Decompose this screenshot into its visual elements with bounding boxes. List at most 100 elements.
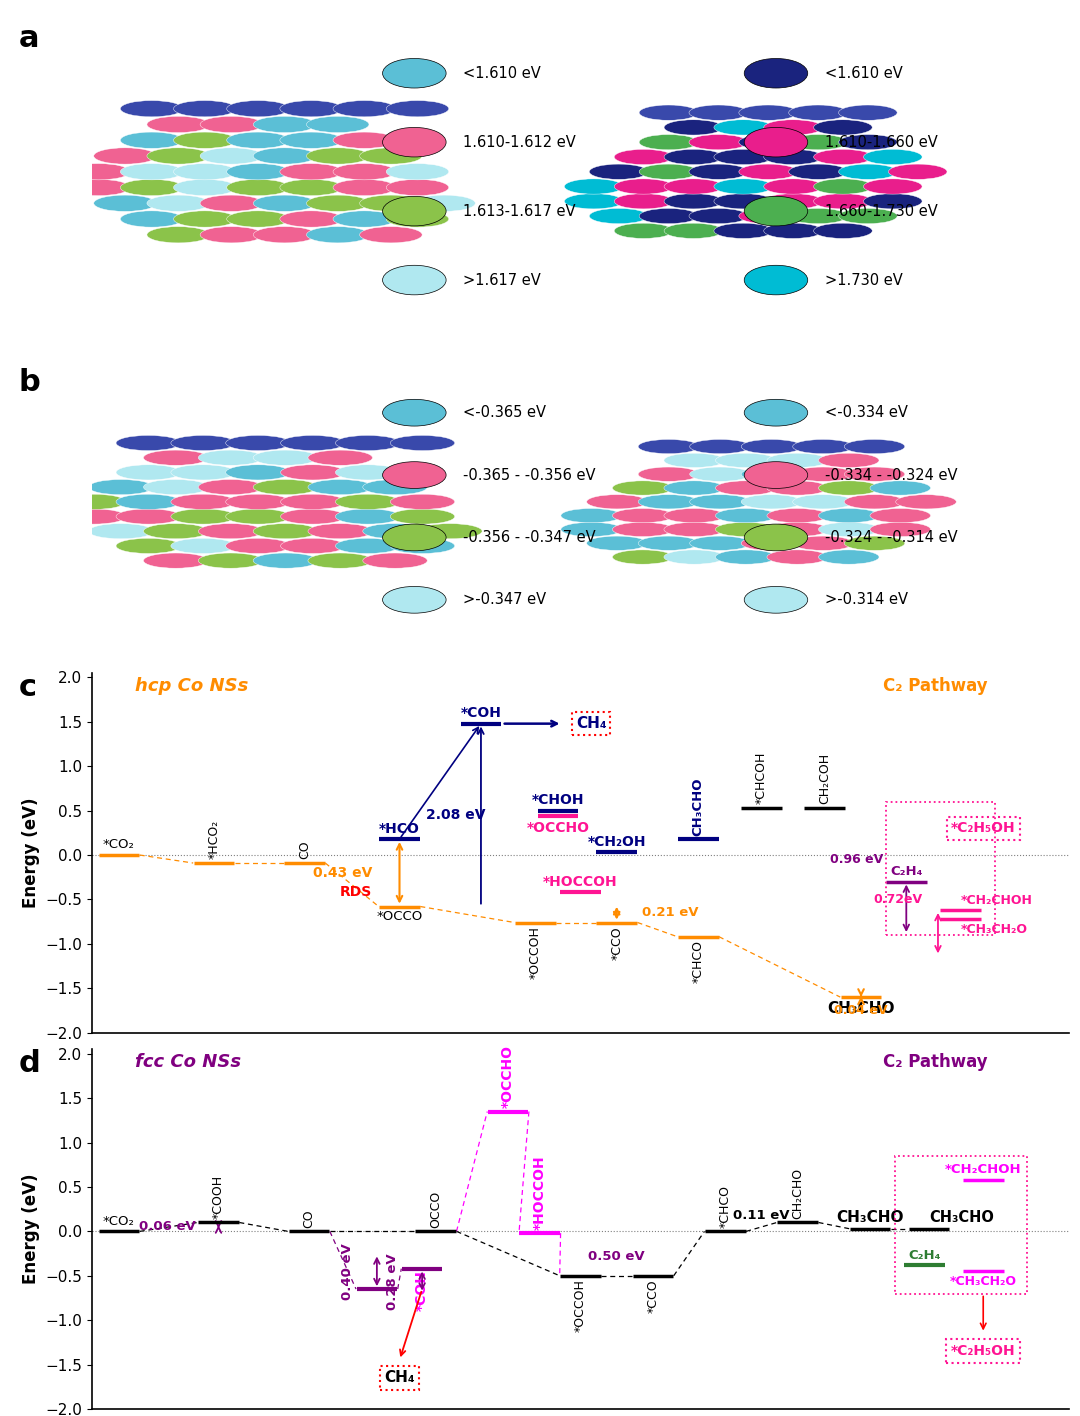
- Text: >-0.314 eV: >-0.314 eV: [825, 592, 908, 607]
- Text: fcc Co NSs: fcc Co NSs: [135, 1054, 241, 1070]
- Ellipse shape: [664, 508, 725, 523]
- Ellipse shape: [845, 494, 905, 508]
- Ellipse shape: [174, 211, 237, 227]
- Text: >1.730 eV: >1.730 eV: [825, 272, 903, 287]
- Ellipse shape: [744, 399, 808, 426]
- Ellipse shape: [586, 537, 647, 551]
- Ellipse shape: [200, 116, 262, 133]
- Text: 0.21 eV: 0.21 eV: [642, 906, 699, 919]
- Ellipse shape: [390, 538, 455, 554]
- Ellipse shape: [664, 481, 725, 496]
- Ellipse shape: [715, 508, 777, 523]
- Ellipse shape: [116, 435, 180, 450]
- Text: b: b: [18, 368, 40, 396]
- Ellipse shape: [336, 464, 400, 480]
- Text: CH₃CHO: CH₃CHO: [836, 1211, 904, 1225]
- Ellipse shape: [744, 265, 808, 295]
- Text: *CH₂CHOH: *CH₂CHOH: [945, 1164, 1022, 1177]
- Ellipse shape: [199, 450, 262, 466]
- Ellipse shape: [171, 464, 235, 480]
- Text: C₂ Pathway: C₂ Pathway: [883, 677, 988, 695]
- Ellipse shape: [838, 105, 897, 120]
- Ellipse shape: [308, 524, 373, 539]
- Text: CH₂CHO: CH₂CHO: [792, 1168, 805, 1219]
- Ellipse shape: [171, 435, 235, 450]
- Ellipse shape: [715, 549, 777, 564]
- Ellipse shape: [788, 164, 848, 180]
- Text: <-0.334 eV: <-0.334 eV: [825, 405, 907, 421]
- Text: *HOCCOH: *HOCCOH: [532, 1155, 546, 1229]
- Text: <1.610 eV: <1.610 eV: [463, 65, 541, 81]
- Text: 0.96 eV: 0.96 eV: [831, 852, 883, 867]
- Ellipse shape: [200, 147, 262, 164]
- Text: 0.43 eV: 0.43 eV: [313, 865, 373, 879]
- Ellipse shape: [561, 523, 621, 537]
- Ellipse shape: [767, 523, 827, 537]
- Ellipse shape: [565, 194, 623, 210]
- Ellipse shape: [813, 224, 873, 238]
- Ellipse shape: [174, 101, 237, 118]
- Ellipse shape: [144, 554, 208, 568]
- Ellipse shape: [253, 450, 318, 466]
- Ellipse shape: [739, 164, 797, 180]
- Ellipse shape: [819, 523, 879, 537]
- Ellipse shape: [690, 467, 751, 481]
- Text: 1.613-1.617 eV: 1.613-1.617 eV: [463, 204, 576, 218]
- Ellipse shape: [94, 147, 157, 164]
- Ellipse shape: [586, 494, 647, 508]
- Ellipse shape: [845, 537, 905, 551]
- Ellipse shape: [612, 549, 673, 564]
- Ellipse shape: [889, 164, 947, 180]
- Ellipse shape: [813, 178, 873, 194]
- Ellipse shape: [390, 435, 455, 450]
- Ellipse shape: [767, 549, 827, 564]
- Ellipse shape: [744, 586, 808, 613]
- Text: hcp Co NSs: hcp Co NSs: [135, 677, 248, 695]
- Ellipse shape: [413, 195, 475, 211]
- Ellipse shape: [254, 227, 315, 244]
- Ellipse shape: [819, 508, 879, 523]
- Ellipse shape: [147, 227, 210, 244]
- Ellipse shape: [819, 481, 879, 496]
- Ellipse shape: [689, 208, 747, 224]
- Text: 0.28 eV: 0.28 eV: [387, 1253, 400, 1310]
- Ellipse shape: [870, 481, 931, 496]
- Ellipse shape: [863, 149, 922, 164]
- Ellipse shape: [281, 494, 345, 510]
- Text: 0.11 eV: 0.11 eV: [733, 1209, 789, 1222]
- Ellipse shape: [280, 180, 342, 195]
- Ellipse shape: [227, 101, 289, 118]
- Ellipse shape: [226, 435, 291, 450]
- Ellipse shape: [664, 224, 723, 238]
- Ellipse shape: [254, 116, 315, 133]
- Ellipse shape: [382, 399, 446, 426]
- Text: *CO₂: *CO₂: [103, 1215, 135, 1228]
- Ellipse shape: [764, 224, 822, 238]
- Ellipse shape: [590, 164, 648, 180]
- Ellipse shape: [144, 524, 208, 539]
- Ellipse shape: [280, 164, 342, 180]
- Ellipse shape: [226, 508, 291, 524]
- Ellipse shape: [120, 211, 183, 227]
- Ellipse shape: [793, 494, 853, 508]
- Ellipse shape: [333, 132, 395, 149]
- Text: *HOCCOH: *HOCCOH: [543, 875, 618, 889]
- Text: 0.06 eV: 0.06 eV: [139, 1221, 195, 1233]
- Ellipse shape: [307, 227, 369, 244]
- Ellipse shape: [67, 180, 130, 195]
- Ellipse shape: [744, 524, 808, 551]
- Ellipse shape: [639, 135, 698, 150]
- Ellipse shape: [615, 194, 673, 210]
- Ellipse shape: [612, 508, 673, 523]
- Text: *OCCO: *OCCO: [376, 910, 422, 923]
- Ellipse shape: [333, 164, 395, 180]
- Ellipse shape: [788, 105, 848, 120]
- Ellipse shape: [387, 164, 449, 180]
- Text: CO: CO: [302, 1209, 315, 1228]
- Ellipse shape: [638, 467, 699, 481]
- Ellipse shape: [690, 537, 751, 551]
- Text: *HCO₂: *HCO₂: [207, 820, 220, 860]
- Ellipse shape: [845, 467, 905, 481]
- Ellipse shape: [639, 105, 698, 120]
- Ellipse shape: [253, 480, 318, 494]
